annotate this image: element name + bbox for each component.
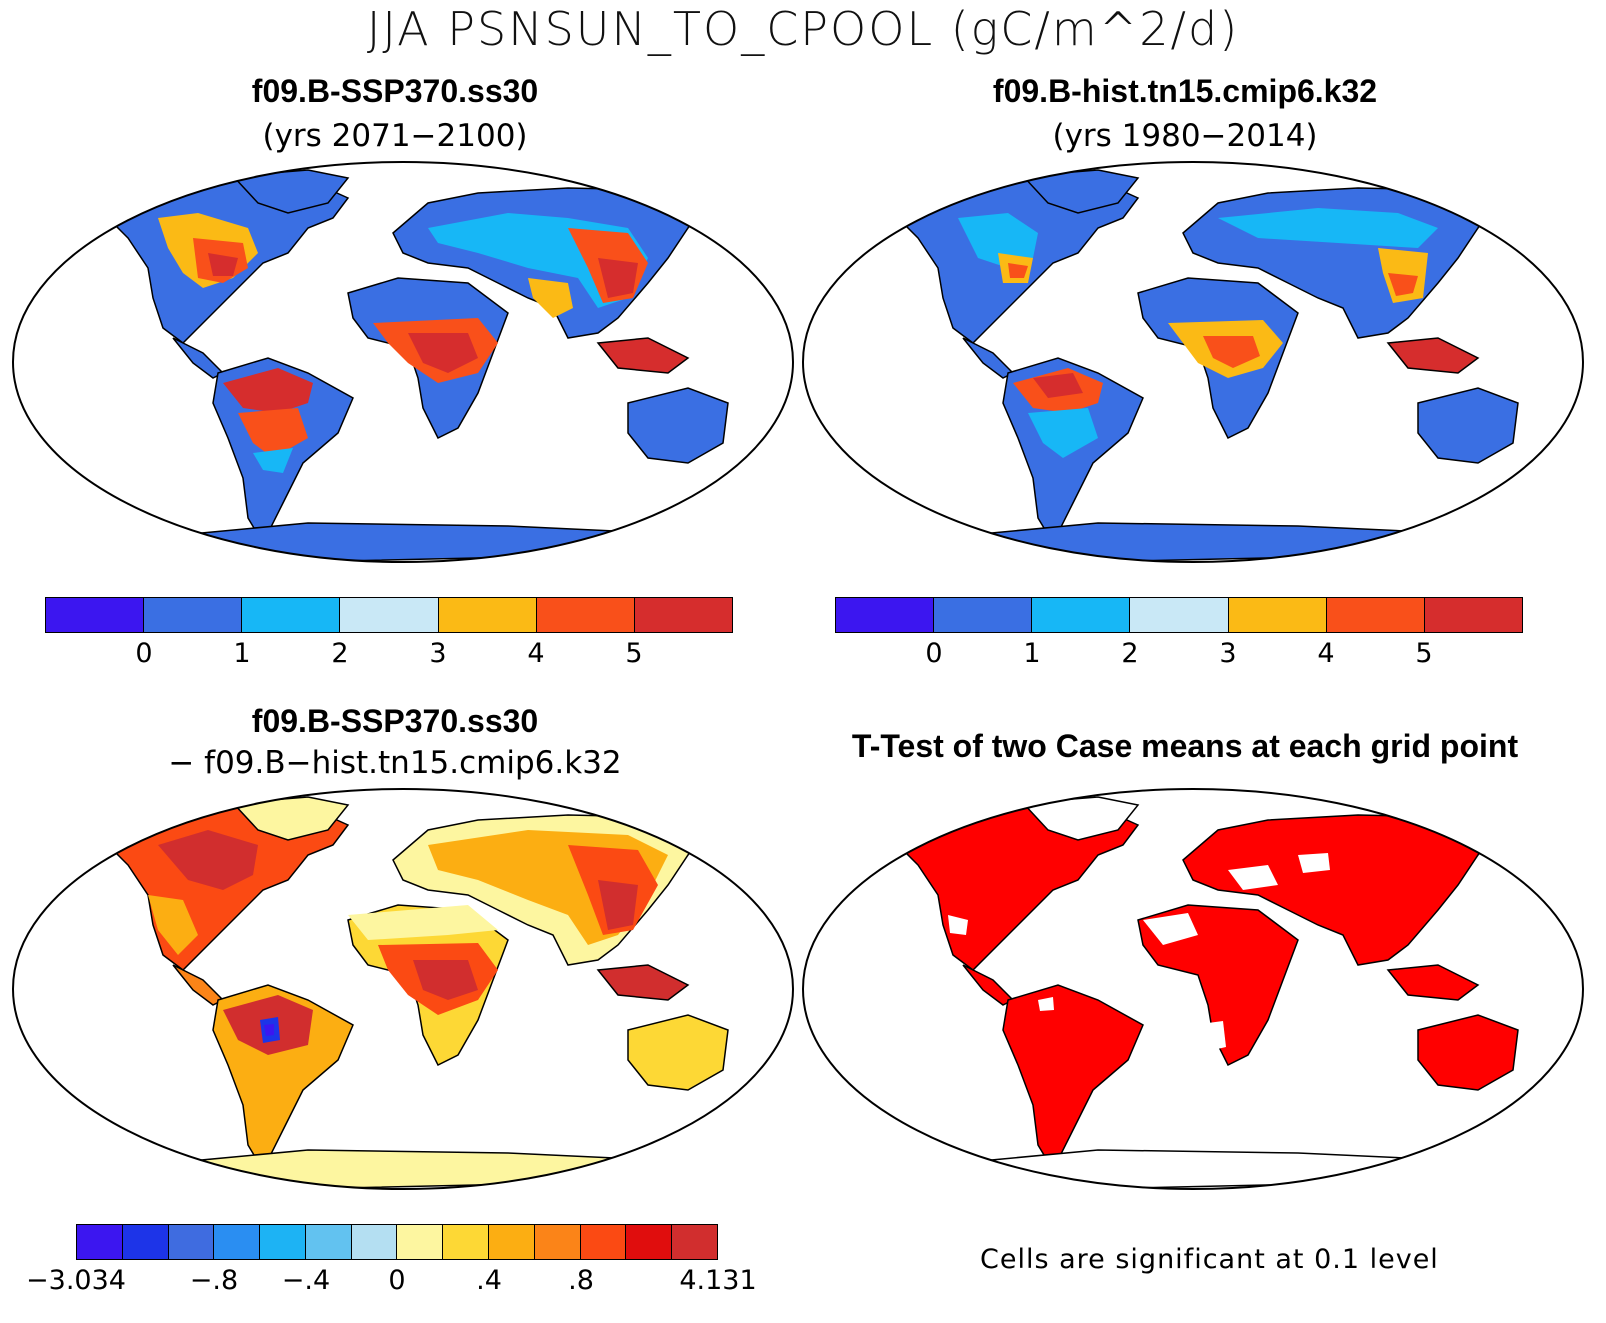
panel-top-left-subtitle: (yrs 2071−2100) (262, 118, 528, 154)
colorbar-swatch (626, 1225, 673, 1259)
colorbar-swatch (580, 1225, 627, 1259)
colorbar-tick-label: 4 (1317, 638, 1335, 669)
map-border (12, 788, 794, 1190)
figure-title: JJA PSNSUN_TO_CPOOL (gC/m^2/d) (366, 2, 1240, 56)
panel-bottom-left-title: f09.B-SSP370.ss30 (251, 703, 539, 739)
colorbar-swatch (242, 598, 341, 632)
colorbar-tick-label: 5 (625, 638, 643, 669)
colorbar-swatch (144, 598, 243, 632)
panel-top-left-title: f09.B-SSP370.ss30 (251, 73, 539, 109)
colorbar-min-label: −3.034 (26, 1265, 126, 1296)
panel-bottom-left-subtitle: − f09.B−hist.tn15.cmip6.k32 (168, 745, 622, 781)
colorbar-swatch (397, 1225, 444, 1259)
panel-top-right-subtitle: (yrs 1980−2014) (1052, 118, 1318, 154)
colorbar-tick-label: .4 (476, 1265, 502, 1296)
colorbar-absolute-left (45, 597, 733, 633)
colorbar-tick-label: 1 (233, 638, 251, 669)
colorbar-swatch (77, 1225, 123, 1259)
colorbar-swatch (438, 598, 537, 632)
colorbar-swatch (1424, 598, 1522, 632)
map-ssp370 (12, 161, 794, 563)
land-australia (627, 387, 729, 464)
land-greenland (231, 169, 350, 214)
colorbar-tick-label: 4 (527, 638, 545, 669)
map-border (802, 788, 1584, 1190)
colorbar-swatch (260, 1225, 306, 1259)
colorbar-swatch (443, 1225, 490, 1259)
colorbar-max-label: 4.131 (679, 1265, 757, 1296)
colorbar-absolute-right (835, 597, 1523, 633)
colorbar-swatch (536, 598, 635, 632)
colorbar-swatch (1032, 598, 1131, 632)
colorbar-swatch (836, 598, 935, 632)
map-border (802, 161, 1584, 563)
colorbar-swatch (534, 1225, 581, 1259)
colorbar-swatch (122, 1225, 169, 1259)
colorbar-swatch (340, 598, 439, 632)
colorbar-tick-label: 3 (429, 638, 447, 669)
colorbar-difference (76, 1224, 718, 1260)
map-difference (12, 788, 794, 1190)
colorbar-swatch (1130, 598, 1229, 632)
colorbar-tick-label: 3 (1219, 638, 1237, 669)
colorbar-tick-label: 0 (388, 1265, 406, 1296)
panel-top-right-title: f09.B-hist.tn15.cmip6.k32 (992, 73, 1378, 109)
colorbar-tick-label: 5 (1415, 638, 1433, 669)
map-border (12, 161, 794, 563)
colorbar-tick-label: −.4 (281, 1265, 331, 1296)
colorbar-tick-label: 1 (1023, 638, 1041, 669)
colorbar-swatch (214, 1225, 261, 1259)
colorbar-tick-label: .8 (568, 1265, 594, 1296)
colorbar-swatch (634, 598, 732, 632)
colorbar-swatch (489, 1225, 535, 1259)
colorbar-tick-label: 0 (135, 638, 153, 669)
colorbar-swatch (351, 1225, 398, 1259)
colorbar-swatch (1228, 598, 1327, 632)
colorbar-swatch (934, 598, 1033, 632)
map-ttest-significance (802, 788, 1584, 1190)
panel-bottom-right-title: T-Test of two Case means at each grid po… (851, 728, 1519, 764)
colorbar-tick-label: 2 (331, 638, 349, 669)
colorbar-tick-label: 2 (1121, 638, 1139, 669)
colorbar-swatch (46, 598, 145, 632)
colorbar-swatch (305, 1225, 352, 1259)
colorbar-tick-label: 0 (925, 638, 943, 669)
colorbar-swatch (1326, 598, 1425, 632)
colorbar-swatch (168, 1225, 215, 1259)
colorbar-swatch (672, 1225, 717, 1259)
map-historical (802, 161, 1584, 563)
significance-note: Cells are significant at 0.1 level (980, 1244, 1439, 1275)
colorbar-tick-label: −.8 (189, 1265, 239, 1296)
